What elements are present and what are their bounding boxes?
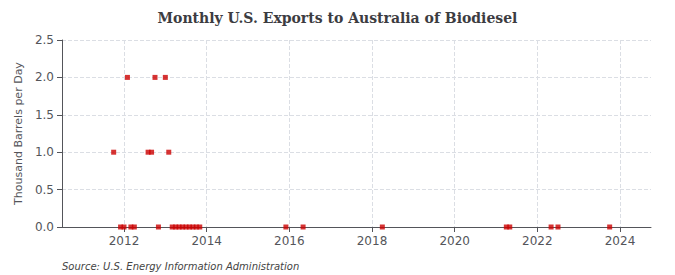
svg-text:2018: 2018 bbox=[357, 234, 388, 248]
svg-text:Thousand Barrels per Day: Thousand Barrels per Day bbox=[12, 62, 25, 206]
svg-text:2.0: 2.0 bbox=[35, 70, 54, 84]
svg-text:Source: U.S. Energy Informatio: Source: U.S. Energy Information Administ… bbox=[62, 261, 299, 272]
svg-text:0.0: 0.0 bbox=[35, 220, 54, 234]
svg-text:2022: 2022 bbox=[522, 234, 553, 248]
svg-text:1.0: 1.0 bbox=[35, 145, 54, 159]
svg-text:1.5: 1.5 bbox=[35, 108, 54, 122]
svg-text:2.5: 2.5 bbox=[35, 33, 54, 47]
svg-text:2016: 2016 bbox=[274, 234, 305, 248]
svg-text:2014: 2014 bbox=[191, 234, 222, 248]
svg-text:Monthly U.S. Exports to Austra: Monthly U.S. Exports to Australia of Bio… bbox=[158, 10, 518, 26]
svg-text:2020: 2020 bbox=[439, 234, 470, 248]
svg-text:2024: 2024 bbox=[605, 234, 636, 248]
svg-text:0.5: 0.5 bbox=[35, 183, 54, 197]
svg-text:2012: 2012 bbox=[109, 234, 140, 248]
